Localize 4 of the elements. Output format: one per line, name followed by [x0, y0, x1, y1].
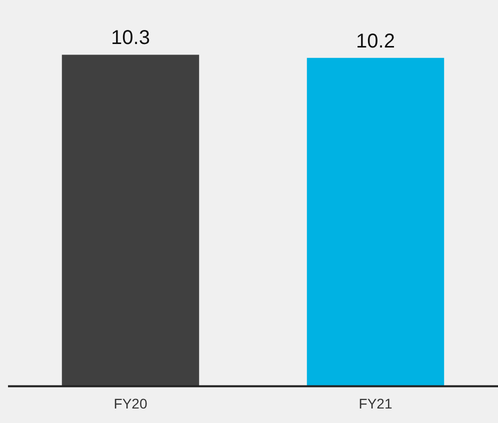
x-tick-label: FY20	[114, 395, 148, 412]
x-tick-label: FY21	[358, 395, 392, 412]
data-label: 10.2	[356, 30, 395, 52]
data-label: 10.3	[111, 27, 150, 50]
